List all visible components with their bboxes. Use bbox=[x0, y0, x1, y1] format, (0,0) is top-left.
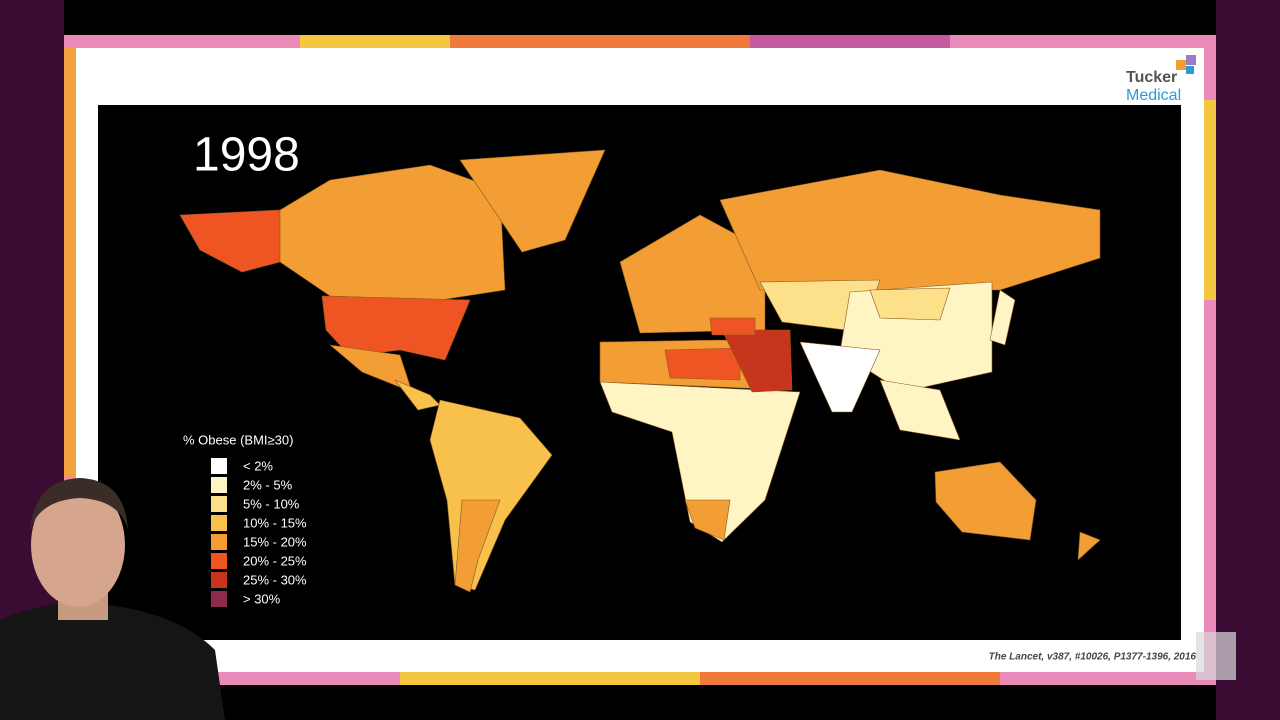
legend-title: % Obese (BMI≥30) bbox=[183, 432, 293, 447]
logo-mark bbox=[1186, 66, 1194, 74]
year-label: 1998 bbox=[193, 129, 300, 182]
legend-label: 20% - 25% bbox=[243, 553, 307, 568]
region bbox=[459, 149, 606, 253]
presenter bbox=[0, 478, 225, 720]
watermark bbox=[1196, 632, 1236, 680]
presenter-hair bbox=[30, 478, 128, 530]
border-stripe bbox=[300, 35, 450, 48]
region bbox=[664, 347, 741, 381]
legend-swatch bbox=[211, 496, 227, 512]
border-stripe bbox=[1204, 100, 1216, 300]
region bbox=[709, 317, 756, 336]
citation: The Lancet, v387, #10026, P1377-1396, 20… bbox=[989, 652, 1197, 663]
region bbox=[721, 329, 793, 393]
region bbox=[321, 295, 471, 361]
border-stripe bbox=[64, 48, 76, 478]
world-map bbox=[179, 149, 1101, 593]
legend-swatch bbox=[211, 572, 227, 588]
region bbox=[879, 379, 961, 441]
border-stripe bbox=[700, 672, 1000, 685]
legend-swatch bbox=[211, 515, 227, 531]
side-panel bbox=[0, 0, 64, 720]
border-stripe bbox=[750, 35, 950, 48]
side-panel bbox=[1216, 0, 1280, 720]
region bbox=[279, 164, 506, 301]
legend-swatch bbox=[211, 458, 227, 474]
legend-label: > 30% bbox=[243, 591, 281, 606]
region bbox=[454, 499, 501, 593]
region bbox=[989, 289, 1016, 346]
region bbox=[799, 341, 881, 413]
legend: < 2% 2% - 5% 5% - 10% 10% - 15% 15% - 20% 20%… bbox=[211, 458, 307, 607]
logo-line1: Tucker bbox=[1126, 69, 1177, 86]
region bbox=[179, 209, 281, 273]
legend-label: 15% - 20% bbox=[243, 534, 307, 549]
legend-label: 25% - 30% bbox=[243, 572, 307, 587]
legend-label: 5% - 10% bbox=[243, 496, 300, 511]
presenter-body bbox=[0, 602, 225, 720]
legend-swatch bbox=[211, 553, 227, 569]
legend-label: 10% - 15% bbox=[243, 515, 307, 530]
logo-mark bbox=[1176, 60, 1186, 70]
border-stripe bbox=[450, 35, 750, 48]
legend-swatch bbox=[211, 591, 227, 607]
logo-mark bbox=[1186, 55, 1196, 65]
legend-swatch bbox=[211, 534, 227, 550]
legend-swatch bbox=[211, 477, 227, 493]
legend-label: 2% - 5% bbox=[243, 477, 293, 492]
region bbox=[869, 287, 951, 321]
region bbox=[1077, 531, 1101, 561]
legend-label: < 2% bbox=[243, 458, 273, 473]
logo: Tucker Medical bbox=[1126, 55, 1196, 104]
region bbox=[684, 499, 731, 541]
presenter-head bbox=[31, 483, 125, 607]
logo-line2: Medical bbox=[1126, 87, 1181, 104]
region bbox=[934, 461, 1037, 541]
border-stripe bbox=[400, 672, 700, 685]
